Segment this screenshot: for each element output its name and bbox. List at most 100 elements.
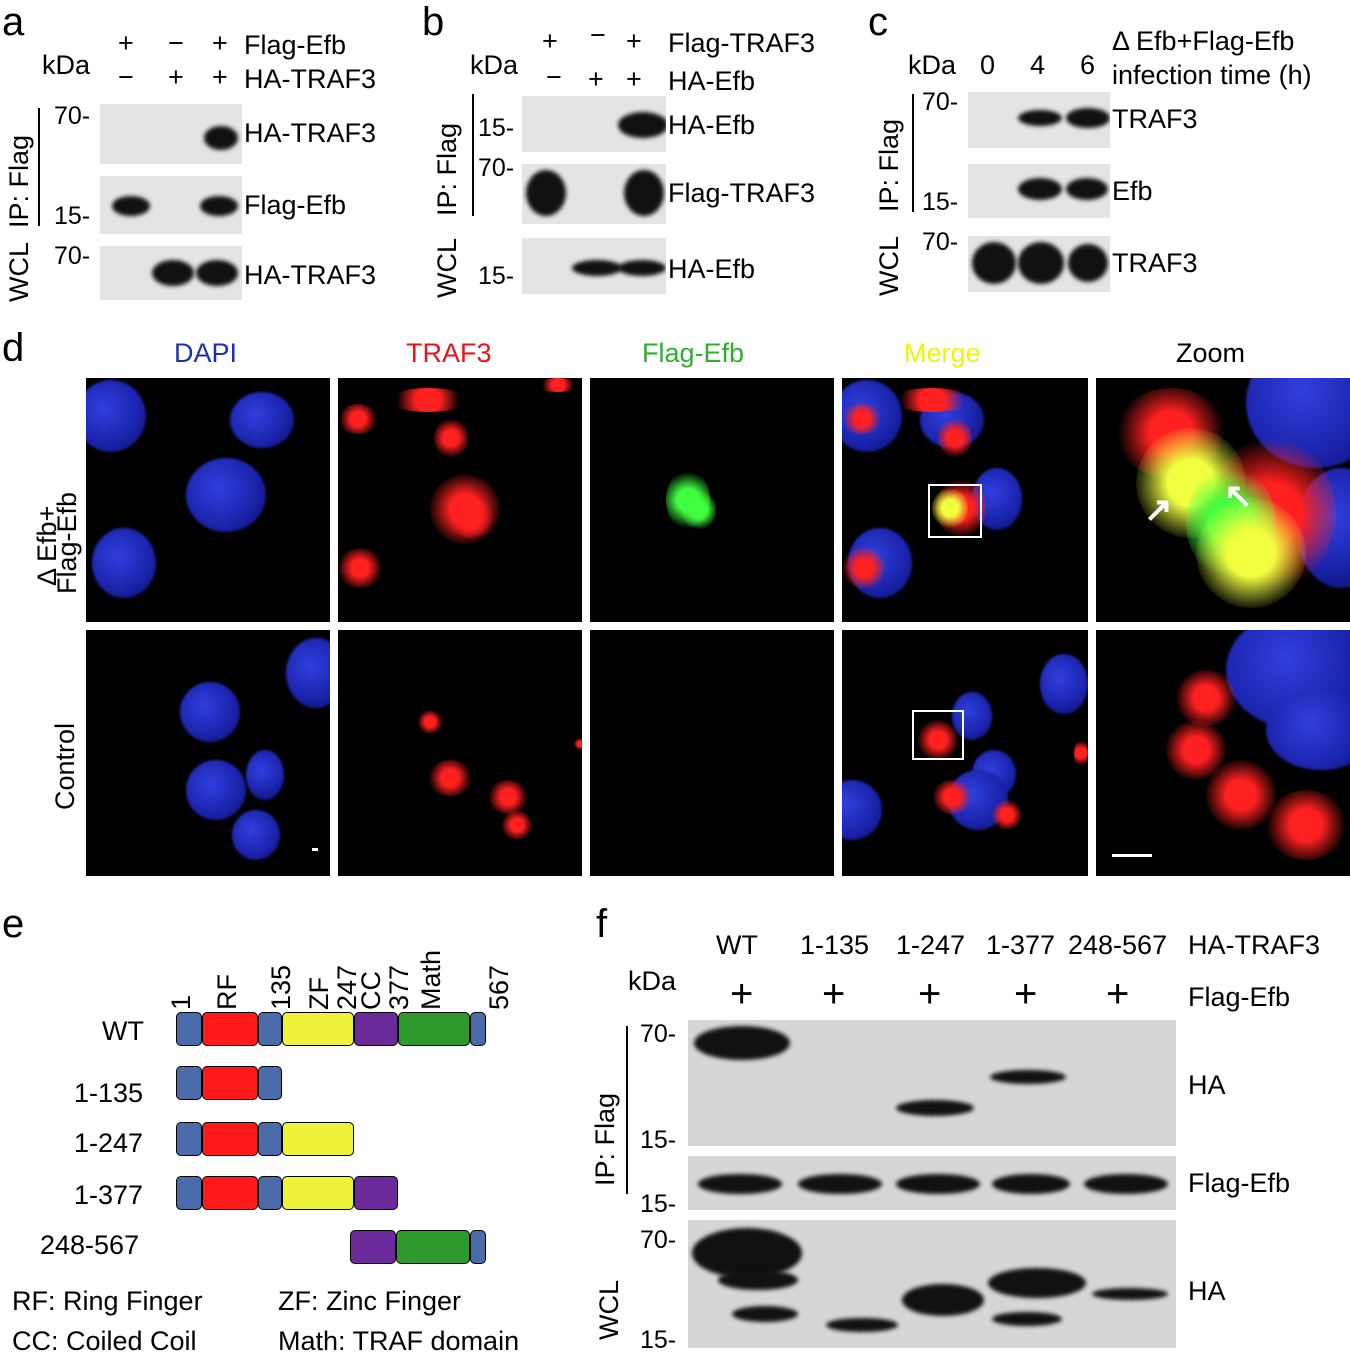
mw-marker: 70- (640, 1226, 677, 1254)
construct-label: 1-377 (74, 1180, 144, 1210)
micrograph-flag-efb-efb (590, 378, 834, 622)
math-domain (398, 1012, 470, 1046)
time-label: 0 (980, 50, 996, 80)
column-header-flag-efb: Flag-Efb (642, 338, 745, 368)
micrograph-merge-control (842, 630, 1088, 876)
sign: + (168, 62, 184, 92)
ha-traf3-label: HA-TRAF3 (1188, 930, 1321, 960)
construct-label: WT (102, 1016, 144, 1046)
sign: + (588, 64, 604, 94)
zoom-region-box (912, 710, 964, 760)
cc-domain (354, 1176, 398, 1210)
linker-domain (470, 1230, 486, 1264)
panel-letter: e (2, 902, 25, 946)
ha-traf3-label: HA-TRAF3 (244, 64, 377, 94)
blot-ha-wcl (688, 1220, 1176, 1348)
zf-domain (282, 1176, 354, 1210)
blot-traf3-ip (968, 92, 1110, 148)
ip-flag-label: IP: Flag (4, 134, 34, 228)
sign: + (1106, 972, 1130, 1016)
rf-domain (202, 1176, 258, 1210)
blot-label: Flag-TRAF3 (668, 178, 816, 208)
wcl-label: WCL (594, 1280, 624, 1340)
ip-flag-label: IP: Flag (874, 118, 904, 212)
linker-domain (176, 1012, 202, 1046)
time-label: 6 (1080, 50, 1096, 80)
blot-label: TRAF3 (1112, 104, 1198, 134)
construct-label: 248-567 (40, 1230, 140, 1260)
blot-ha-traf3-ip (100, 104, 242, 164)
blot-flag-efb (688, 1156, 1176, 1210)
linker-domain (470, 1012, 486, 1046)
strain-header: Δ Efb+Flag-Efb (1112, 26, 1295, 56)
zoom-region-box (928, 484, 982, 538)
mw-marker: 15- (54, 202, 91, 230)
sign: − (118, 62, 134, 92)
blot-label: HA-Efb (668, 110, 756, 140)
wcl-label: WCL (4, 242, 34, 302)
sign: + (626, 26, 642, 56)
sign: + (918, 972, 942, 1016)
mw-marker: 70- (640, 1020, 677, 1048)
wcl-label: WCL (432, 238, 462, 298)
sign: + (212, 62, 228, 92)
position-label: 567 (484, 964, 514, 1010)
position-label: 135 (266, 964, 296, 1010)
blot-label: Flag-Efb (1188, 1168, 1291, 1198)
legend-item: RF: Ring Finger (12, 1286, 203, 1316)
sign: + (626, 64, 642, 94)
cc-domain (350, 1230, 396, 1264)
sign: + (822, 972, 846, 1016)
linker-domain (258, 1066, 282, 1100)
blot-ha-efb-wcl (522, 238, 666, 294)
blot-efb-ip (968, 164, 1110, 218)
micrograph-dapi-control (86, 630, 330, 876)
linker-domain (176, 1122, 202, 1156)
blot-label: HA (1188, 1276, 1226, 1306)
rf-domain (202, 1066, 258, 1100)
sign: − (590, 20, 606, 50)
construct-label: 1-247 (74, 1128, 144, 1158)
lane-label: WT (716, 930, 758, 960)
domain-label: RF (212, 974, 242, 1010)
ha-efb-label: HA-Efb (668, 66, 756, 96)
time-label: 4 (1030, 50, 1046, 80)
blot-traf3-wcl (968, 236, 1110, 292)
kda-label: kDa (42, 50, 91, 80)
row-label-control: Control (50, 722, 80, 810)
blot-ha-ip (688, 1020, 1176, 1146)
wcl-label: WCL (874, 236, 904, 296)
legend-item: CC: Coiled Coil (12, 1326, 197, 1356)
sign: + (118, 28, 134, 58)
mw-marker: 70- (54, 102, 91, 130)
legend-item: Math: TRAF domain (278, 1326, 520, 1356)
sign: + (1014, 972, 1038, 1016)
panel-letter: c (868, 0, 888, 44)
mw-marker: 15- (478, 114, 515, 142)
linker-domain (176, 1176, 202, 1210)
micrograph-zoom-efb: ↗ ↖ (1096, 378, 1350, 622)
legend-item: ZF: Zinc Finger (278, 1286, 462, 1316)
sign: + (212, 28, 228, 58)
blot-flag-efb (100, 176, 242, 234)
lane-label: 1-247 (896, 930, 966, 960)
blot-flag-traf3 (522, 164, 666, 224)
panel-letter: b (422, 0, 445, 44)
mw-marker: 15- (922, 188, 959, 216)
blot-label: HA-Efb (668, 254, 756, 284)
blot-ha-efb-ip (522, 96, 666, 152)
arrow-icon: ↖ (1224, 477, 1253, 515)
domain-label: Math (416, 949, 446, 1010)
arrow-icon: ↗ (1144, 491, 1173, 529)
kda-label: kDa (470, 50, 519, 80)
kda-label: kDa (628, 966, 677, 996)
rf-domain (202, 1122, 258, 1156)
ip-flag-label: IP: Flag (432, 122, 462, 216)
construct-label: 1-135 (74, 1078, 144, 1108)
domain-label: CC (356, 971, 386, 1010)
mw-marker: 70- (54, 242, 91, 270)
linker-domain (258, 1176, 282, 1210)
micrograph-dapi-efb (86, 378, 330, 622)
ip-flag-label: IP: Flag (590, 1092, 620, 1186)
blot-label: TRAF3 (1112, 248, 1198, 278)
